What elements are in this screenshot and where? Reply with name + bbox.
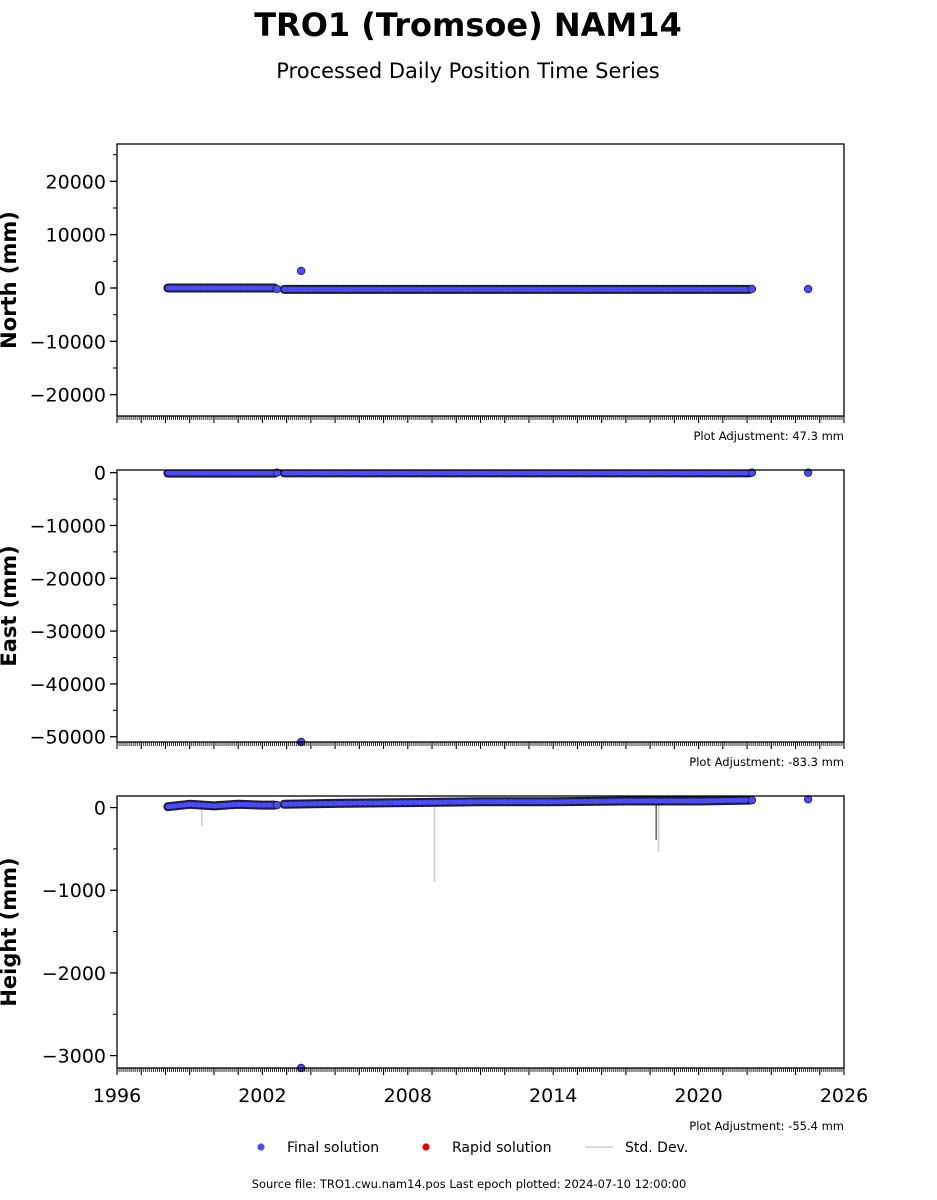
legend-final-marker (257, 1143, 265, 1151)
source-footer: Source file: TRO1.cwu.nam14.pos Last epo… (252, 1177, 687, 1191)
legend-stddev-label: Std. Dev. (625, 1140, 688, 1156)
plot-area (163, 283, 754, 294)
data-point (803, 284, 813, 294)
y-tick-label: −3000 (42, 1046, 106, 1068)
data-point (272, 800, 282, 810)
series-band (165, 801, 277, 810)
panel-frame (116, 795, 845, 1069)
panel-2: 0 −10000 −20000 −30000 −40000 −50000 East (mm)… (0, 463, 845, 769)
y-tick-label: −30000 (30, 621, 106, 643)
y-tick-label: −20000 (30, 568, 106, 590)
legend-final-label: Final solution (287, 1140, 379, 1156)
data-point (747, 284, 757, 294)
x-tick-label: 2026 (820, 1085, 868, 1107)
x-tick-label: 2002 (238, 1085, 286, 1107)
legend-rapid-marker (422, 1143, 430, 1151)
legend: Final solution Rapid solution Std. Dev. (257, 1140, 688, 1156)
y-tick-label: −10000 (30, 515, 106, 537)
data-point (296, 266, 306, 276)
y-tick-label: −20000 (30, 385, 106, 407)
plot-area (163, 796, 754, 882)
chart-title: TRO1 (Tromsoe) NAM14 (254, 6, 682, 44)
y-tick-label: −2000 (42, 963, 106, 985)
panel-3: 0 −1000 −2000 −3000 1996 2002 2008 2014 2020 2026… (0, 795, 868, 1133)
data-point (272, 284, 282, 294)
y-tick-label: −10000 (30, 331, 106, 353)
x-tick-label: 2014 (529, 1085, 577, 1107)
y-tick-label: 20000 (46, 171, 106, 193)
y-axis-label: Height (mm) (0, 857, 21, 1006)
chart-subtitle: Processed Daily Position Time Series (276, 59, 660, 83)
panel-frame (116, 469, 845, 743)
x-tick-label: 2020 (674, 1085, 722, 1107)
data-point (803, 468, 813, 477)
plot-adjustment-label: Plot Adjustment: 47.3 mm (693, 429, 844, 443)
y-tick-label: −50000 (30, 727, 106, 749)
plot-adjustment-label: Plot Adjustment: -83.3 mm (689, 755, 844, 769)
y-tick-label: 10000 (46, 225, 106, 247)
y-tick-label: −1000 (42, 880, 106, 902)
panel-frame (116, 143, 845, 417)
data-point (747, 468, 757, 477)
series-band (281, 797, 752, 807)
data-point (747, 795, 757, 805)
panel-1: 20000 10000 0 −10000 −20000 North (mm) Plot Ad… (0, 143, 845, 443)
x-tick-label: 2008 (384, 1085, 432, 1107)
legend-rapid-label: Rapid solution (452, 1140, 552, 1156)
y-tick-label: 0 (94, 798, 106, 820)
y-tick-label: −40000 (30, 674, 106, 696)
data-point (272, 468, 282, 477)
y-tick-label: 0 (94, 463, 106, 485)
y-axis-label: North (mm) (0, 211, 21, 349)
plot-adjustment-label: Plot Adjustment: -55.4 mm (689, 1119, 844, 1133)
y-tick-label: 0 (94, 278, 106, 300)
y-axis-label: East (mm) (0, 545, 21, 666)
x-tick-label: 1996 (93, 1085, 141, 1107)
